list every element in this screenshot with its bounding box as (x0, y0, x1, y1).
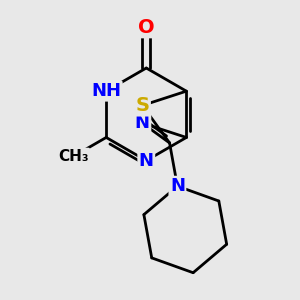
Text: O: O (138, 18, 154, 37)
Text: N: N (139, 152, 154, 169)
Text: CH₃: CH₃ (58, 149, 88, 164)
Text: NH: NH (91, 82, 121, 100)
Text: N: N (170, 177, 185, 195)
Text: N: N (135, 114, 150, 132)
Text: S: S (135, 96, 149, 115)
